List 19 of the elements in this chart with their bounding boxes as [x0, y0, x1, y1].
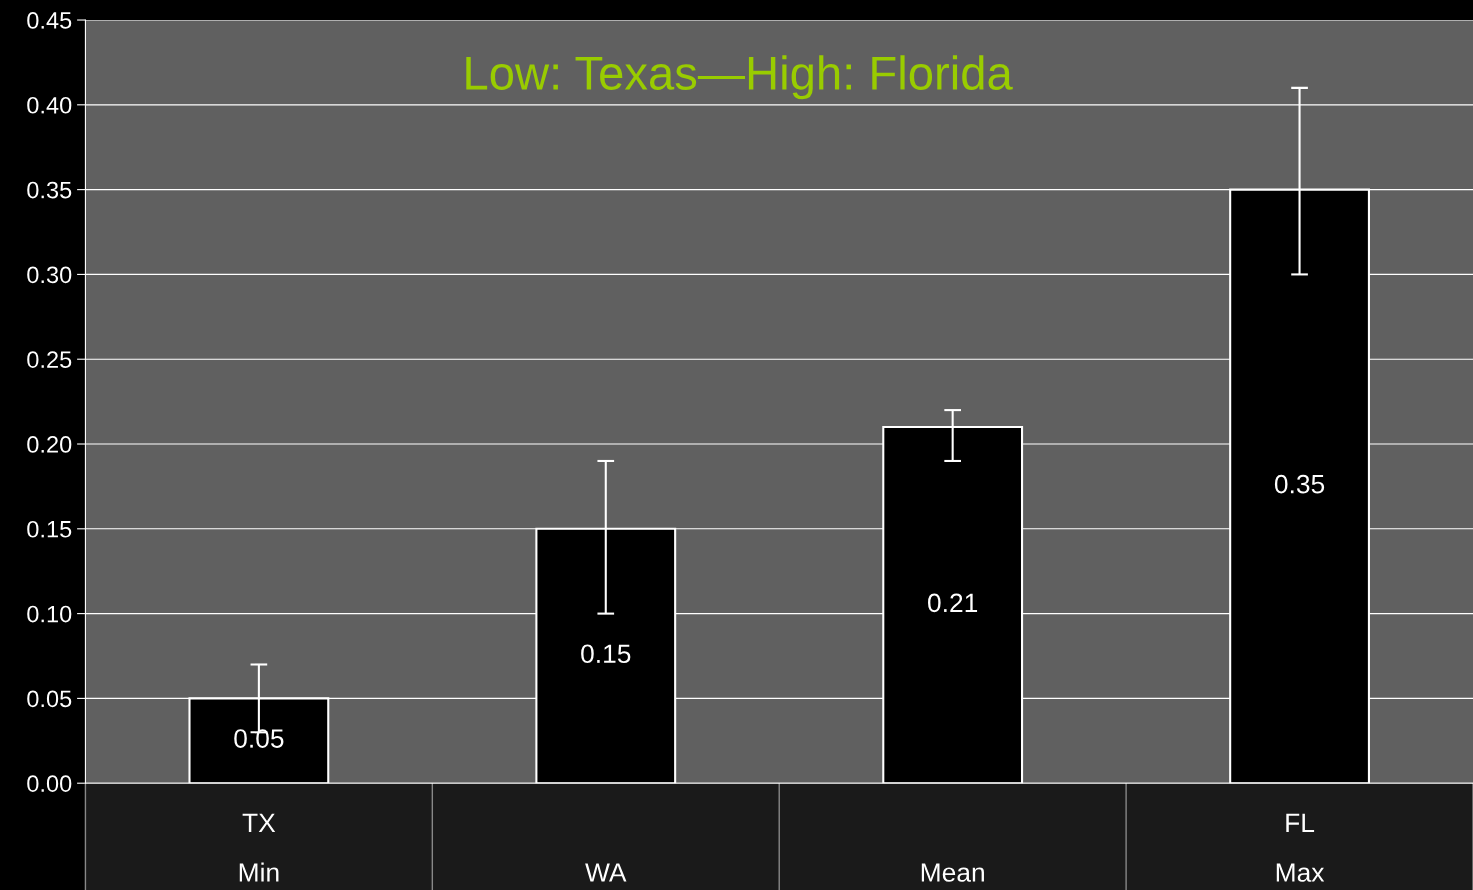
x-tick-label: WA [585, 863, 627, 882]
x-tick-label: FL Max [1276, 813, 1325, 882]
y-tick-label: 0.00 [27, 775, 72, 792]
data-label: 0.21 [928, 593, 978, 613]
data-label: 0.35 [1274, 474, 1325, 494]
text: Low: Texas—High: Florida [466, 55, 1013, 100]
y-tick-label: 0.40 [27, 96, 72, 114]
y-tick-label: 0.15 [27, 520, 72, 538]
x-tick-label: TX Min [239, 813, 279, 882]
y-tick-label: 0.45 [27, 12, 72, 29]
y-tick-label: 0.20 [27, 436, 72, 453]
data-label: 0.05 [234, 729, 284, 748]
x-tick-label: Mean [921, 863, 984, 882]
y-tick-label: 0.10 [27, 605, 72, 623]
y-tick-label: 0.30 [27, 266, 72, 284]
y-tick-label: 0.05 [27, 690, 72, 708]
data-label: 0.15 [581, 644, 631, 664]
y-tick-label: 0.35 [27, 181, 72, 199]
y-tick-label: 0.25 [27, 351, 72, 368]
